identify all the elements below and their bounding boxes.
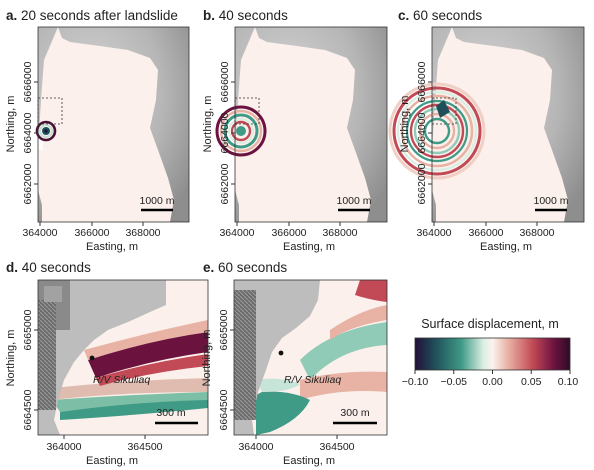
panel-e-title: 60 seconds xyxy=(218,260,287,275)
xtick-c-2: 368000 xyxy=(519,227,554,239)
fjord-water xyxy=(38,27,174,222)
panel-c-letter: c. xyxy=(398,8,409,23)
svg-text:a. 20 seconds after landslide: a. 20 seconds after landslide xyxy=(6,8,178,23)
ytick-b-1: 6664000 xyxy=(219,112,231,153)
panel-c: c. 60 seconds 1000 m xyxy=(388,8,585,253)
colorbar-gradient xyxy=(414,337,571,371)
scalebar-label-c: 1000 m xyxy=(533,195,568,207)
panel-a-title: 20 seconds after landslide xyxy=(21,8,178,23)
panel-b-letter: b. xyxy=(203,8,215,23)
xtick-b-0: 364000 xyxy=(219,227,254,239)
panel-c-map: 1000 m xyxy=(388,27,584,222)
ylabel-b: Northing, m xyxy=(202,96,214,153)
ytick-b-0: 6666000 xyxy=(219,61,231,102)
colorbar-tick-4: 0.10 xyxy=(558,376,579,388)
xlabel-d: Easting, m xyxy=(86,455,138,467)
ytick-c-0: 6666000 xyxy=(416,61,428,102)
panel-a-map: 1000 m xyxy=(35,27,189,222)
panel-d-map: R/V Sikuliaq 300 m xyxy=(38,280,208,435)
colorbar-title: Surface displacement, m xyxy=(421,317,559,331)
panel-d-title: 40 seconds xyxy=(22,260,91,275)
xlabel-e: Easting, m xyxy=(283,455,335,467)
ylabel-c: Northing, m xyxy=(399,96,411,153)
xtick-c-0: 364000 xyxy=(416,227,451,239)
svg-text:b. 40 seconds: b. 40 seconds xyxy=(203,8,288,23)
vessel-marker-d xyxy=(89,355,95,361)
xlabel-b: Easting, m xyxy=(283,241,335,253)
colorbar-tick-0: −0.10 xyxy=(402,376,429,388)
xtick-c-1: 366000 xyxy=(468,227,503,239)
wave-a xyxy=(35,120,57,142)
colorbar-tick-1: −0.05 xyxy=(440,376,467,388)
scalebar-label-b: 1000 m xyxy=(336,195,371,207)
vessel-label-d: R/V Sikuliaq xyxy=(93,374,150,386)
panel-e-letter: e. xyxy=(203,260,214,275)
ytick-b-2: 6662000 xyxy=(219,163,231,204)
ylabel-a: Northing, m xyxy=(5,96,17,153)
scalebar-label-d: 300 m xyxy=(156,407,185,419)
ytick-c-1: 6664000 xyxy=(416,112,428,153)
ytick-e-1: 6664500 xyxy=(218,389,230,430)
xtick-d-0: 364000 xyxy=(46,441,81,453)
xtick-e-0: 364000 xyxy=(238,441,273,453)
panel-b-title: 40 seconds xyxy=(219,8,288,23)
scalebar-label-e: 300 m xyxy=(340,407,369,419)
xtick-a-0: 364000 xyxy=(22,227,57,239)
panel-c-title: 60 seconds xyxy=(413,8,482,23)
ytick-a-1: 6664000 xyxy=(22,112,34,153)
xtick-e-1: 364500 xyxy=(319,441,354,453)
inset-box-a xyxy=(37,97,63,125)
svg-text:c. 60 seconds: c. 60 seconds xyxy=(398,8,482,23)
xtick-a-2: 368000 xyxy=(125,227,160,239)
ytick-a-0: 6666000 xyxy=(22,61,34,102)
scalebar-label-a: 1000 m xyxy=(139,195,174,207)
svg-text:e. 60 seconds: e. 60 seconds xyxy=(203,260,287,275)
panel-a-letter: a. xyxy=(6,8,17,23)
xtick-b-2: 368000 xyxy=(322,227,357,239)
panel-d-letter: d. xyxy=(6,260,18,275)
panel-d: d. 40 seconds R/V Sikuliaq 300 m 3640 xyxy=(5,260,209,467)
wave-c xyxy=(388,82,486,180)
panel-e: e. 60 seconds R/V Sikuliaq 300 m 364000 … xyxy=(201,260,388,467)
ytick-d-0: 6665000 xyxy=(22,309,34,350)
colorbar-tick-2: 0.00 xyxy=(482,376,503,388)
svg-text:d. 40 seconds: d. 40 seconds xyxy=(6,260,91,275)
xtick-b-1: 366000 xyxy=(271,227,306,239)
ytick-e-0: 6665000 xyxy=(218,309,230,350)
panel-a: a. 20 seconds after landslide 1000 m 364… xyxy=(5,8,190,253)
ylabel-d: Northing, m xyxy=(5,330,17,387)
panel-b-map: 1000 m xyxy=(215,27,387,222)
xlabel-c: Easting, m xyxy=(480,241,532,253)
ytick-d-1: 6664500 xyxy=(22,389,34,430)
panel-b: b. 40 seconds 1000 m 364000 366000 36800… xyxy=(202,8,388,253)
wave-b xyxy=(215,105,267,157)
xlabel-a: Easting, m xyxy=(86,241,138,253)
ytick-a-2: 6662000 xyxy=(22,163,34,204)
colorbar-tick-3: 0.05 xyxy=(521,376,542,388)
ylabel-e: Northing, m xyxy=(201,330,213,387)
panel-e-map: R/V Sikuliaq 300 m xyxy=(234,280,387,435)
vessel-label-e: R/V Sikuliaq xyxy=(284,374,341,386)
xtick-a-1: 366000 xyxy=(74,227,109,239)
colorbar: Surface displacement, m −0.10 −0.05 0.00… xyxy=(402,317,579,388)
ytick-c-2: 6662000 xyxy=(416,163,428,204)
vessel-marker-e xyxy=(278,350,284,356)
xtick-d-1: 364500 xyxy=(127,441,162,453)
